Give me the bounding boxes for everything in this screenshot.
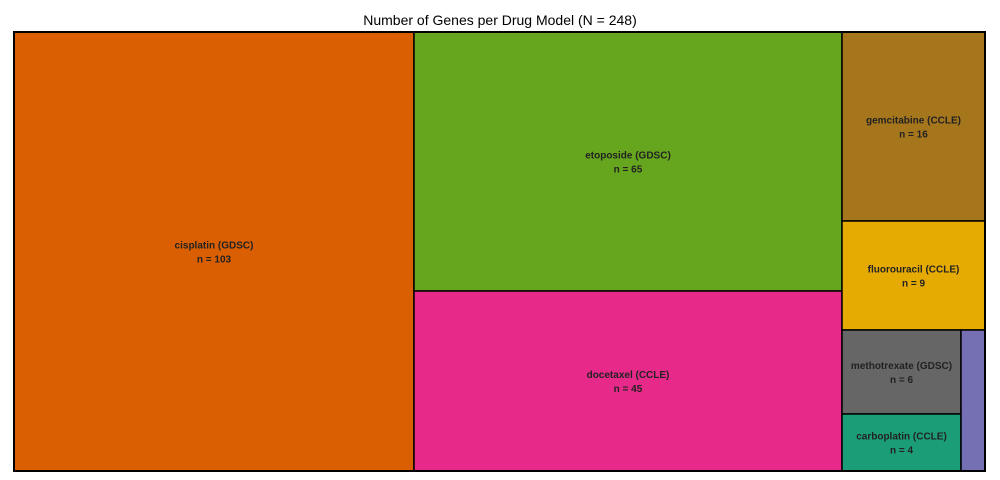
tile-name-label: gemcitabine (CCLE) (866, 116, 961, 127)
tile-count-label: n = 6 (890, 375, 914, 386)
tile-name-label: carboplatin (CCLE) (856, 432, 947, 443)
tile-name-label: cisplatin (GDSC) (175, 241, 254, 252)
treemap-tile (960, 329, 986, 472)
treemap-tile: cisplatin (GDSC) n = 103 (13, 31, 415, 472)
treemap-tile: docetaxel (CCLE) n = 45 (413, 290, 843, 472)
treemap-tile-rect (413, 290, 843, 472)
tile-count-label: n = 16 (899, 130, 928, 141)
tile-name-label: etoposide (GDSC) (585, 151, 671, 162)
treemap-tile-rect (413, 31, 843, 292)
tile-count-label: n = 103 (197, 255, 232, 266)
treemap-tile: methotrexate (GDSC) n = 6 (841, 329, 962, 415)
chart-title: Number of Genes per Drug Model (N = 248) (363, 12, 637, 28)
treemap-tile: carboplatin (CCLE) n = 4 (841, 413, 962, 472)
tile-name-label: methotrexate (GDSC) (851, 361, 952, 372)
tile-name-label: fluorouracil (CCLE) (868, 265, 960, 276)
treemap-tile: fluorouracil (CCLE) n = 9 (841, 220, 986, 331)
tile-count-label: n = 65 (614, 165, 643, 176)
tile-count-label: n = 9 (902, 279, 926, 290)
treemap-tile-rect (841, 31, 986, 222)
tile-count-label: n = 4 (890, 446, 914, 457)
treemap-tile-rect (841, 413, 962, 472)
treemap-tile-rect (841, 329, 962, 415)
treemap-tile: etoposide (GDSC) n = 65 (413, 31, 843, 292)
tile-name-label: docetaxel (CCLE) (587, 370, 670, 381)
treemap-tile-rect (960, 329, 986, 472)
treemap-border (13, 31, 986, 472)
treemap-tile-rect (841, 220, 986, 331)
treemap-tile: gemcitabine (CCLE) n = 16 (841, 31, 986, 222)
tile-count-label: n = 45 (614, 384, 643, 395)
treemap-tile-rect (13, 31, 415, 472)
